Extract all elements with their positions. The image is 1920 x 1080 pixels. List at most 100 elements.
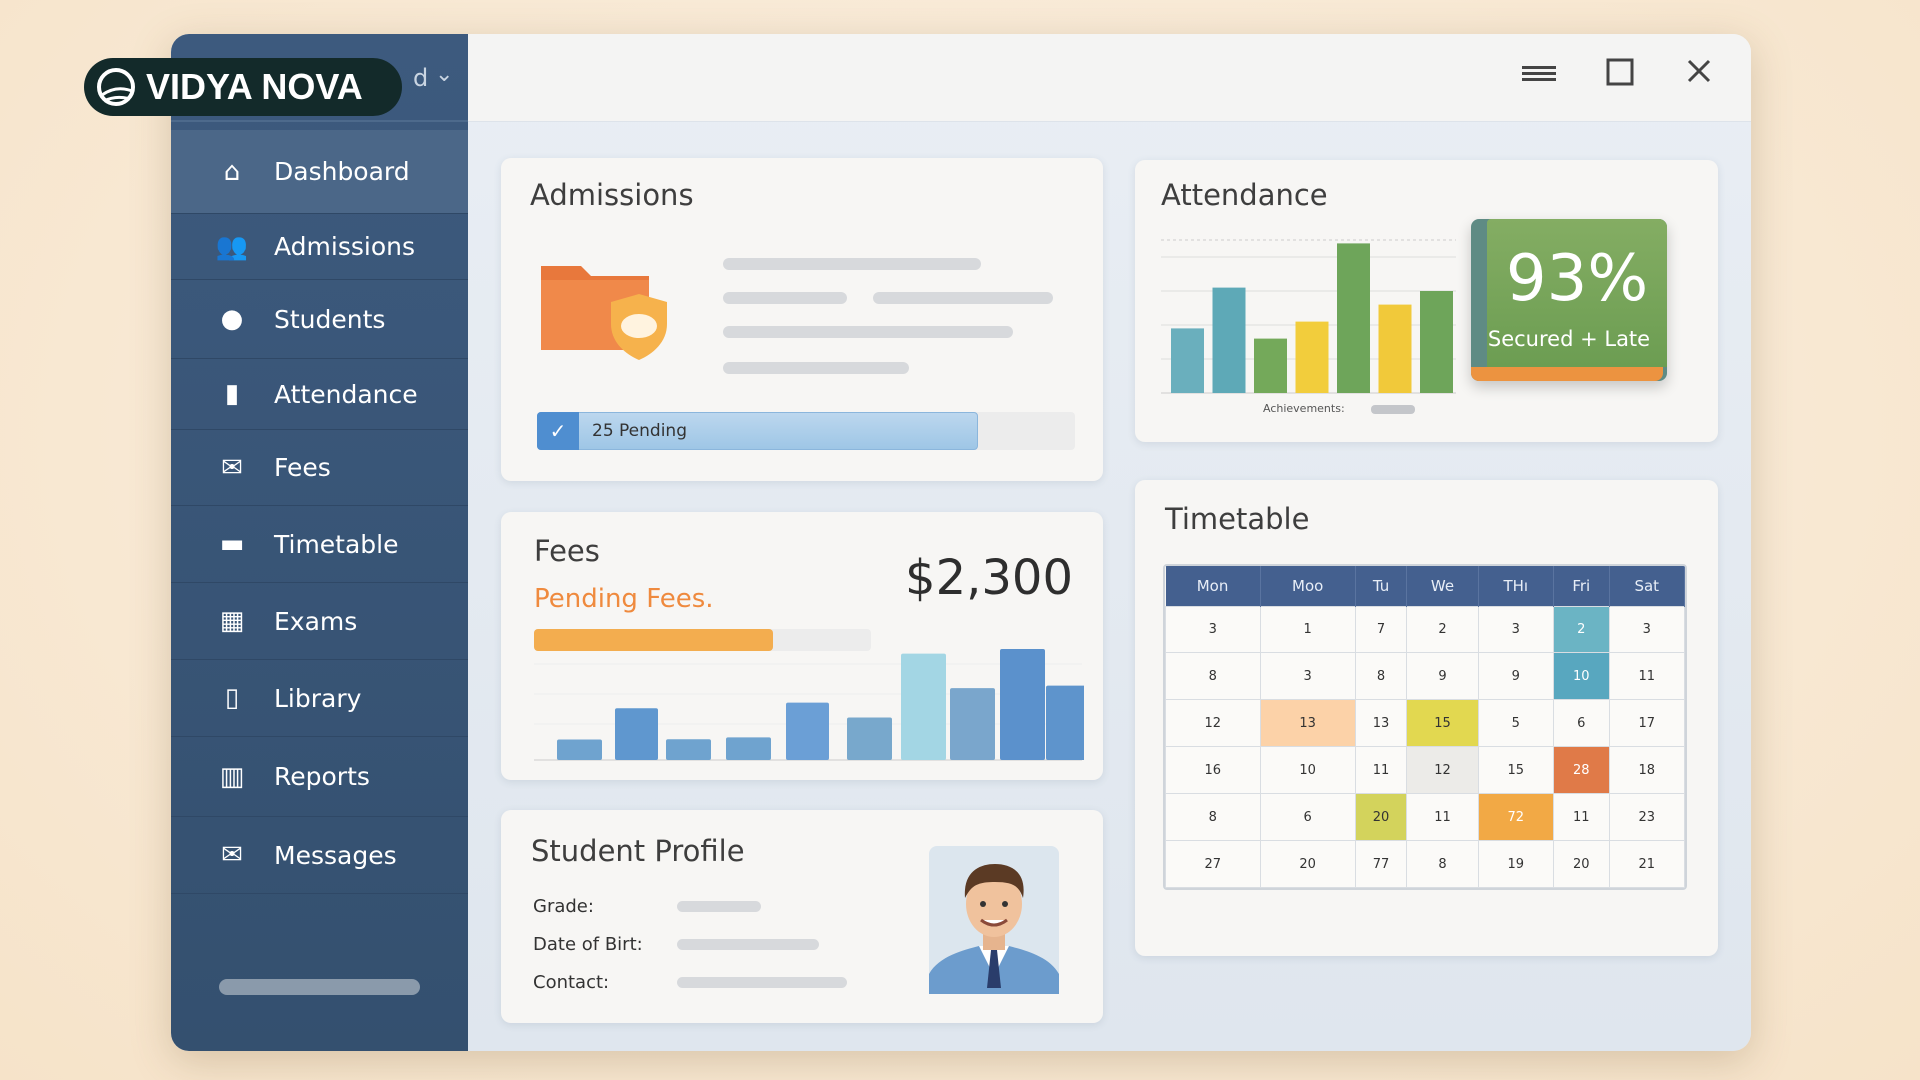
timetable-cell[interactable]: 13 xyxy=(1354,699,1408,748)
attendance-bar xyxy=(1171,328,1204,393)
attendance-bar xyxy=(1420,291,1453,393)
timetable-row: 8 6 20 11 72 11 23 xyxy=(1165,793,1685,842)
fees-subtitle: Pending Fees. xyxy=(534,584,714,614)
sidebar-item-dashboard[interactable]: ⌂ Dashboard xyxy=(171,130,468,214)
placeholder-line xyxy=(723,326,1013,338)
placeholder-line xyxy=(723,362,909,374)
sidebar-item-label: Reports xyxy=(274,762,370,791)
fees-card: Fees Pending Fees. $2,300 xyxy=(501,512,1103,780)
close-icon[interactable] xyxy=(1686,58,1712,84)
maximize-icon[interactable] xyxy=(1606,58,1634,86)
timetable-cell[interactable]: 19 xyxy=(1477,840,1554,888)
timetable-cell[interactable]: 8 xyxy=(1354,652,1408,701)
logo-mark-icon xyxy=(97,68,135,106)
sidebar-item-attendance[interactable]: ▮ Attendance xyxy=(171,359,468,430)
briefcase-icon: ▬ xyxy=(219,529,245,559)
day-header: We xyxy=(1406,566,1479,606)
admissions-progress: ✓ 25 Pending xyxy=(537,412,1075,450)
placeholder-line xyxy=(723,292,847,304)
timetable-cell[interactable]: 1 xyxy=(1259,605,1356,654)
envelope-icon: ✉ xyxy=(221,452,243,483)
logo-text: VIDYA NOVA xyxy=(146,66,363,107)
folder-shield-icon xyxy=(541,266,667,360)
timetable-cell[interactable]: 8 xyxy=(1406,840,1479,888)
timetable-cell[interactable]: 15 xyxy=(1406,699,1479,748)
admissions-card: Admissions ✓ 25 Pending xyxy=(501,158,1103,481)
timetable-cell[interactable]: 20 xyxy=(1354,793,1408,842)
timetable-cell[interactable]: 6 xyxy=(1259,793,1356,842)
timetable-cell[interactable]: 9 xyxy=(1406,652,1479,701)
timetable-cell[interactable]: 6 xyxy=(1552,699,1610,748)
timetable-cell[interactable]: 13 xyxy=(1259,699,1356,748)
sidebar-item-timetable[interactable]: ▬ Timetable xyxy=(171,506,468,583)
menu-icon[interactable] xyxy=(1522,66,1556,84)
sidebar-header-text: d xyxy=(413,64,429,92)
book-icon: ▯ xyxy=(224,683,240,713)
sidebar-item-label: Students xyxy=(274,304,386,334)
mail-icon: ✉ xyxy=(221,840,243,870)
sidebar-header[interactable]: d ⌄ xyxy=(171,34,468,122)
timetable-cell[interactable]: 3 xyxy=(1165,605,1261,654)
timetable-cell[interactable]: 2 xyxy=(1552,605,1610,654)
card-title: Timetable xyxy=(1165,502,1310,536)
timetable-cell[interactable]: 12 xyxy=(1406,746,1479,795)
timetable-row: 27 20 77 8 19 20 21 xyxy=(1165,840,1685,888)
timetable-cell[interactable]: 27 xyxy=(1165,840,1261,888)
calculator-icon: ▦ xyxy=(219,606,245,636)
timetable-cell[interactable]: 16 xyxy=(1165,746,1261,795)
timetable-cell[interactable]: 10 xyxy=(1259,746,1356,795)
timetable-cell[interactable]: 7 xyxy=(1354,605,1408,654)
timetable-cell[interactable]: 3 xyxy=(1477,605,1554,654)
timetable-row: 8 3 8 9 9 10 11 xyxy=(1165,652,1685,701)
fees-bar xyxy=(847,717,892,760)
sidebar-item-fees[interactable]: ✉ Fees xyxy=(171,430,468,506)
timetable-grid: Mon Moo Tu We THı Fri Sat 3 1 7 2 3 2 3 8 3 8 9 9 10 11 12 13 1… xyxy=(1163,564,1687,890)
timetable-cell[interactable]: 18 xyxy=(1608,746,1685,795)
timetable-cell[interactable]: 17 xyxy=(1608,699,1685,748)
timetable-cell[interactable]: 10 xyxy=(1552,652,1610,701)
attendance-bar xyxy=(1337,243,1370,393)
fees-bar xyxy=(786,702,829,760)
timetable-cell[interactable]: 11 xyxy=(1608,652,1685,701)
timetable-cell[interactable]: 5 xyxy=(1477,699,1554,748)
chevron-down-icon[interactable]: ⌄ xyxy=(435,62,454,87)
day-header: Moo xyxy=(1260,566,1356,606)
sidebar-item-admissions[interactable]: 👥 Admissions xyxy=(171,214,468,280)
fees-bar xyxy=(950,688,995,760)
fees-amount: $2,300 xyxy=(905,550,1073,606)
timetable-cell[interactable]: 11 xyxy=(1552,793,1610,842)
attendance-bar xyxy=(1212,287,1246,393)
lock-icon: ▮ xyxy=(224,379,240,409)
timetable-cell[interactable]: 11 xyxy=(1354,746,1408,795)
timetable-cell[interactable]: 20 xyxy=(1259,840,1356,888)
timetable-cell[interactable]: 12 xyxy=(1165,699,1261,748)
sidebar-item-reports[interactable]: ▥ Reports xyxy=(171,737,468,817)
users-icon: 👥 xyxy=(215,231,249,262)
sidebar-item-exams[interactable]: ▦ Exams xyxy=(171,583,468,660)
attendance-bar xyxy=(1295,321,1329,393)
timetable-cell[interactable]: 8 xyxy=(1165,793,1261,842)
timetable-cell[interactable]: 72 xyxy=(1477,793,1554,842)
sidebar-item-library[interactable]: ▯ Library xyxy=(171,660,468,737)
timetable-cell[interactable]: 20 xyxy=(1552,840,1610,888)
timetable-cell[interactable]: 2 xyxy=(1406,605,1479,654)
sidebar-item-students[interactable]: ● Students xyxy=(171,280,468,359)
day-header: Sat xyxy=(1609,566,1685,606)
fees-bar xyxy=(557,739,602,760)
timetable-cell[interactable]: 9 xyxy=(1477,652,1554,701)
timetable-cell[interactable]: 11 xyxy=(1406,793,1479,842)
timetable-cell[interactable]: 21 xyxy=(1608,840,1685,888)
timetable-cell[interactable]: 3 xyxy=(1608,605,1685,654)
timetable-cell[interactable]: 8 xyxy=(1165,652,1261,701)
sidebar-item-label: Admissions xyxy=(274,232,415,261)
timetable-cell[interactable]: 23 xyxy=(1608,793,1685,842)
timetable-cell[interactable]: 3 xyxy=(1259,652,1356,701)
sidebar-item-label: Fees xyxy=(274,453,331,482)
sidebar-scrollbar[interactable] xyxy=(219,979,420,995)
timetable-cell[interactable]: 77 xyxy=(1354,840,1408,888)
timetable-cell[interactable]: 15 xyxy=(1477,746,1554,795)
timetable-cell[interactable]: 28 xyxy=(1552,746,1610,795)
sidebar: d ⌄ ⌂ Dashboard 👥 Admissions ● Students ▮ Atten… xyxy=(171,34,468,1051)
app-window: d ⌄ ⌂ Dashboard 👥 Admissions ● Students ▮ Atten… xyxy=(171,34,1751,1051)
sidebar-item-messages[interactable]: ✉ Messages xyxy=(171,817,468,894)
